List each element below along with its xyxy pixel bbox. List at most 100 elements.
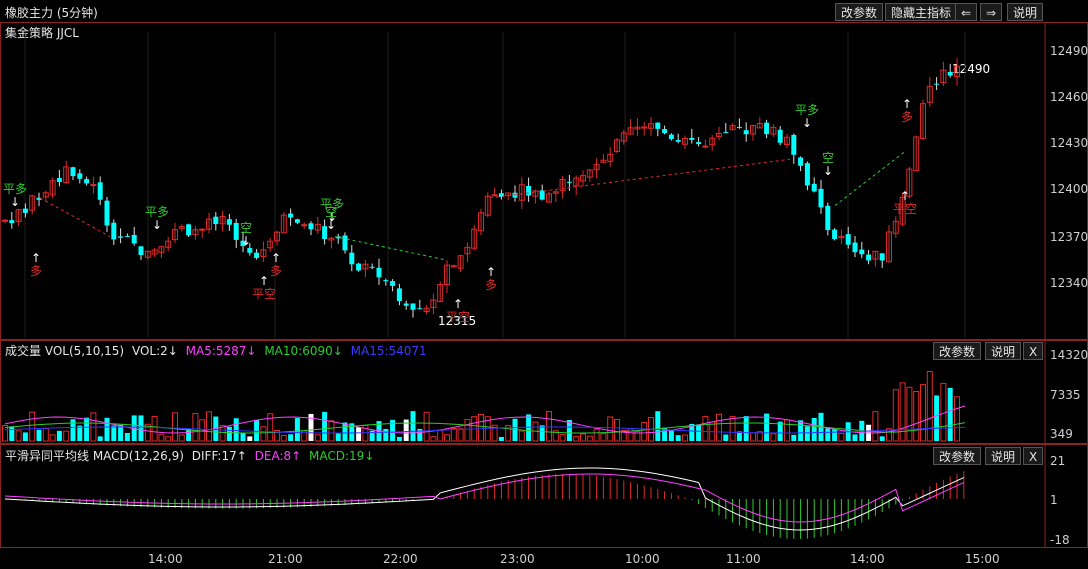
candle-body bbox=[56, 178, 62, 182]
forward-arrow-button[interactable]: ⇒ bbox=[980, 3, 1003, 21]
volume-bar bbox=[178, 434, 185, 442]
candle-body bbox=[804, 163, 810, 186]
trend-line bbox=[834, 151, 906, 207]
candle-body bbox=[131, 234, 137, 244]
volume-bar bbox=[614, 418, 620, 442]
ma5-line bbox=[4, 405, 966, 434]
volume-bar bbox=[682, 434, 688, 442]
volume-bar bbox=[954, 396, 960, 442]
trade-signal: 空 ↓ bbox=[822, 152, 834, 178]
signal-text: 平空 bbox=[252, 287, 277, 301]
candle-body bbox=[825, 205, 831, 231]
candle-body bbox=[491, 194, 498, 197]
candle-body bbox=[396, 288, 402, 302]
volume-bar bbox=[641, 421, 648, 442]
volume-close-button[interactable]: X bbox=[1023, 342, 1044, 360]
volume-bar bbox=[390, 419, 396, 441]
volume-bar bbox=[328, 420, 335, 442]
candle-body bbox=[42, 192, 49, 198]
hide-main-indicator-button[interactable]: 隐藏主指标 bbox=[885, 3, 958, 21]
time-tick: 21:00 bbox=[268, 552, 303, 566]
macd-help-button[interactable]: 说明 bbox=[985, 447, 1022, 465]
macd-params-button[interactable]: 改参数 bbox=[933, 447, 982, 465]
trade-signal: 平多 ↓ bbox=[3, 183, 27, 209]
volume-params-button[interactable]: 改参数 bbox=[933, 342, 982, 360]
candle-body bbox=[764, 122, 770, 135]
candle-body bbox=[274, 231, 280, 242]
volume-bar bbox=[546, 411, 552, 442]
volume-bar bbox=[729, 416, 736, 442]
volume-bar bbox=[791, 434, 797, 441]
candle-body bbox=[702, 145, 709, 148]
time-tick: 15:00 bbox=[965, 552, 1000, 566]
volume-bar bbox=[586, 435, 593, 442]
volume-bar bbox=[764, 413, 770, 441]
candle-body bbox=[144, 250, 151, 258]
diff-line bbox=[4, 467, 965, 531]
candle-body bbox=[328, 237, 335, 241]
candle-body bbox=[288, 213, 294, 218]
candle-body bbox=[859, 249, 865, 255]
trade-signal: ↑ 平空 bbox=[252, 275, 276, 301]
volume-bar bbox=[886, 428, 892, 442]
volume-bar bbox=[723, 434, 729, 441]
candle-body bbox=[770, 126, 777, 135]
signal-arrow-icon: ↓ bbox=[151, 218, 163, 232]
signal-text: 平多 bbox=[3, 182, 28, 196]
signal-arrow-icon: ↓ bbox=[325, 218, 337, 232]
candle-body bbox=[539, 190, 545, 200]
volume-bar bbox=[369, 430, 375, 441]
macd-close-button[interactable]: X bbox=[1023, 447, 1044, 465]
candle-body bbox=[641, 126, 648, 129]
volume-bar bbox=[662, 427, 668, 441]
candle-body bbox=[655, 122, 661, 129]
volume-bar bbox=[756, 431, 763, 442]
candle-body bbox=[70, 167, 76, 177]
volume-bar bbox=[518, 430, 525, 442]
volume-bar bbox=[417, 428, 423, 441]
volume-bar bbox=[920, 384, 926, 442]
signal-text: 平多 bbox=[145, 205, 170, 219]
signal-text: 多 bbox=[30, 264, 43, 278]
signal-text: 平空 bbox=[446, 310, 471, 324]
volume-bar bbox=[913, 390, 920, 442]
volume-bar bbox=[206, 411, 212, 442]
candle-body bbox=[213, 216, 219, 225]
params-button[interactable]: 改参数 bbox=[835, 3, 884, 21]
time-tick: 22:00 bbox=[383, 552, 418, 566]
volume-bar bbox=[322, 411, 328, 441]
volume-bar bbox=[743, 416, 749, 441]
volume-help-button[interactable]: 说明 bbox=[985, 342, 1022, 360]
volume-bar bbox=[736, 431, 742, 441]
volume-bar bbox=[267, 413, 274, 442]
dea-line bbox=[4, 473, 965, 523]
volume-bar bbox=[505, 424, 512, 442]
candle-body bbox=[450, 265, 457, 268]
volume-bar bbox=[111, 425, 117, 441]
volume-title: 成交量 VOL(5,10,15) bbox=[5, 344, 125, 358]
back-arrow-button[interactable]: ⇐ bbox=[955, 3, 978, 21]
candle-body bbox=[845, 234, 851, 245]
volume-bar bbox=[144, 423, 151, 442]
volume-bar bbox=[383, 428, 389, 441]
volume-bar bbox=[655, 411, 661, 441]
time-tick: 10:00 bbox=[625, 552, 660, 566]
candle-body bbox=[954, 65, 960, 78]
candle-body bbox=[417, 308, 423, 310]
trend-line bbox=[489, 158, 791, 199]
volume-bar bbox=[274, 429, 280, 442]
volume-bar bbox=[314, 434, 321, 442]
help-button[interactable]: 说明 bbox=[1007, 3, 1044, 21]
volume-bar bbox=[934, 395, 940, 441]
volume-bar bbox=[131, 415, 137, 441]
volume-bar bbox=[450, 427, 457, 442]
candle-body bbox=[913, 136, 920, 172]
candle-body bbox=[104, 200, 110, 226]
candle-body bbox=[444, 264, 450, 286]
candle-body bbox=[866, 254, 872, 261]
macd-tick: 1 bbox=[1050, 493, 1058, 507]
volume-bar bbox=[580, 433, 586, 442]
volume-bar bbox=[804, 426, 810, 441]
candle-body bbox=[518, 184, 525, 201]
candle-body bbox=[362, 263, 369, 270]
